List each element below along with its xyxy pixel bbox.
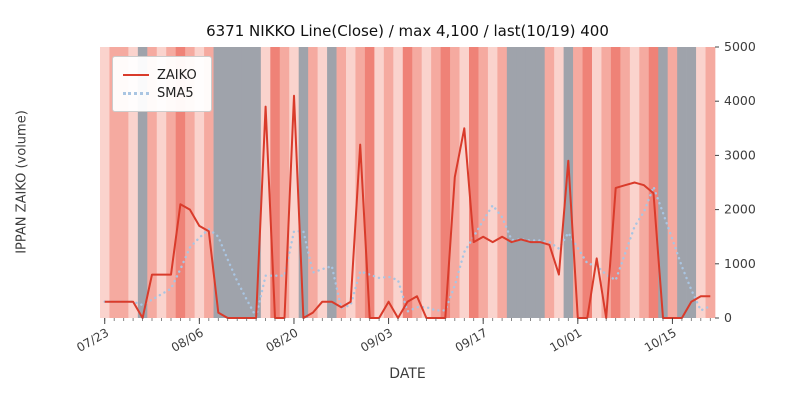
background-band	[270, 47, 281, 318]
background-band	[667, 47, 678, 318]
background-band	[166, 47, 177, 318]
background-band	[696, 47, 706, 318]
x-tick-label: 08/20	[264, 325, 301, 354]
background-band	[308, 47, 318, 318]
background-band	[213, 47, 224, 318]
background-band	[393, 47, 404, 318]
background-band	[421, 47, 432, 318]
sma5-line-swatch	[123, 91, 149, 95]
background-band	[573, 47, 583, 318]
background-band	[592, 47, 602, 318]
background-band	[497, 47, 508, 318]
sma5-line	[103, 183, 712, 321]
background-band	[601, 47, 612, 318]
y-tick-label: 3000	[724, 147, 756, 162]
background-band	[412, 47, 423, 318]
background-band	[241, 47, 252, 318]
chart-title: 6371 NIKKO Line(Close) / max 4,100 / las…	[206, 22, 609, 40]
background-band	[487, 47, 498, 318]
x-tick-label: 07/23	[74, 325, 111, 354]
background-band	[563, 47, 574, 318]
legend-label-sma5: SMA5	[157, 85, 194, 101]
background-band	[658, 47, 669, 318]
background-band	[232, 47, 243, 318]
background-band	[118, 47, 129, 318]
y-tick-label: 1000	[724, 256, 756, 271]
background-band	[535, 47, 546, 318]
background-band	[544, 47, 555, 318]
background-band	[327, 47, 337, 318]
background-band	[317, 47, 328, 318]
background-band	[677, 47, 687, 318]
background-band	[194, 47, 205, 318]
y-tick-label: 0	[724, 310, 732, 325]
y-tick-label: 4000	[724, 93, 756, 108]
background-band	[223, 47, 233, 318]
x-tick-label: 08/06	[169, 325, 206, 354]
zaiko-line	[104, 94, 711, 319]
background-band	[100, 47, 110, 318]
background-band	[336, 47, 347, 318]
background-band	[686, 47, 697, 318]
background-band	[516, 47, 527, 318]
x-tick-label: 10/01	[547, 325, 584, 354]
zaiko-line-swatch	[123, 74, 149, 76]
x-tick-label: 10/15	[642, 325, 679, 354]
background-band	[431, 47, 441, 318]
background-band	[185, 47, 195, 318]
background-band	[374, 47, 385, 318]
background-band	[128, 47, 139, 318]
background-band	[156, 47, 167, 318]
background-band	[639, 47, 650, 318]
legend-item-sma5: SMA5	[123, 84, 197, 102]
background-band	[147, 47, 158, 318]
background-band	[705, 47, 716, 318]
background-band	[346, 47, 356, 318]
background-band	[175, 47, 186, 318]
y-tick-label: 5000	[724, 39, 756, 54]
background-band	[459, 47, 470, 318]
y-axis-label: IPPAN ZAIKO (volume)	[14, 110, 30, 254]
background-band	[109, 47, 120, 318]
background-band	[525, 47, 536, 318]
background-band	[610, 47, 621, 318]
background-band	[251, 47, 262, 318]
background-band	[137, 47, 148, 318]
background-band	[279, 47, 290, 318]
background-band	[440, 47, 451, 318]
background-band	[355, 47, 366, 318]
y-tick-label: 2000	[724, 202, 756, 217]
background-band	[204, 47, 214, 318]
background-band	[383, 47, 394, 318]
background-band	[582, 47, 593, 318]
x-tick-label: 09/03	[358, 325, 395, 354]
legend-item-zaiko: ZAIKO	[123, 66, 197, 84]
background-band	[554, 47, 564, 318]
legend-label-zaiko: ZAIKO	[157, 67, 197, 83]
background-band	[364, 47, 375, 318]
background-band	[402, 47, 413, 318]
background-band	[478, 47, 489, 318]
background-band	[648, 47, 659, 318]
background-band	[620, 47, 631, 318]
chart-legend: ZAIKO SMA5	[112, 56, 212, 112]
background-band	[506, 47, 517, 318]
x-axis-label: DATE	[389, 366, 426, 382]
background-band	[469, 47, 479, 318]
background-band	[260, 47, 271, 318]
x-tick-label: 09/17	[453, 325, 490, 354]
background-band	[289, 47, 300, 318]
background-band	[298, 47, 309, 318]
